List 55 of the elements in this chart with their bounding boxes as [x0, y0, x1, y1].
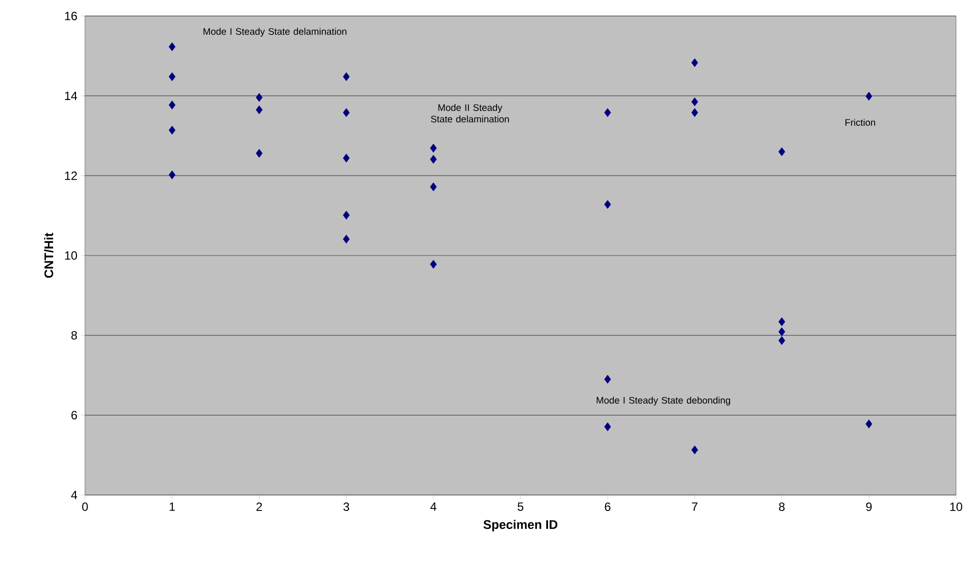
point [256, 93, 263, 102]
x-tick-label: 4 [430, 502, 436, 511]
point [342, 108, 350, 117]
x-tick-label: 1 [170, 502, 175, 511]
point [256, 105, 263, 114]
x-tick-label: 9 [866, 502, 872, 511]
point [866, 92, 872, 101]
x-axis-title: Specimen ID [483, 520, 558, 532]
point [604, 200, 611, 209]
point [866, 420, 872, 428]
y-axis-title: CNT/Hit [44, 232, 54, 278]
point [342, 154, 350, 162]
y-tick-label: 8 [71, 331, 77, 340]
x-tick-label: 5 [518, 502, 524, 511]
point [604, 374, 611, 384]
annotation: Friction [845, 118, 876, 126]
x-tick-label: 8 [779, 502, 785, 511]
x-tick-label: 0 [82, 502, 88, 511]
point [256, 148, 263, 158]
point [168, 170, 176, 180]
point [430, 182, 437, 192]
y-tick-label: 4 [71, 490, 78, 500]
point [168, 42, 176, 52]
point [691, 445, 698, 454]
x-tick-label: 2 [256, 502, 262, 511]
point [430, 144, 437, 153]
point [604, 422, 611, 432]
point [778, 317, 786, 326]
point [168, 72, 176, 82]
point [168, 126, 176, 135]
x-tick-label: 6 [604, 502, 610, 511]
point [604, 108, 611, 117]
point [342, 210, 350, 220]
y-tick-label: 10 [65, 251, 78, 260]
point [691, 108, 698, 117]
point [778, 327, 786, 336]
annotation: Mode I Steady State delamination [204, 28, 346, 37]
x-tick-label: 7 [692, 502, 698, 511]
y-tick-label: 16 [65, 12, 77, 20]
point [778, 336, 786, 345]
x-tick-label: 10 [950, 502, 962, 511]
point [430, 154, 437, 164]
y-tick-label: 14 [65, 92, 78, 100]
point [778, 147, 786, 156]
x-tick-label: 3 [343, 502, 350, 511]
point [691, 58, 698, 68]
point [342, 72, 350, 82]
point [430, 260, 437, 269]
y-tick-label: 12 [65, 171, 77, 180]
point [342, 234, 350, 244]
point [168, 100, 176, 110]
annotation: Mode II Steady State delamination [430, 104, 509, 122]
point [691, 97, 698, 106]
y-tick-label: 6 [71, 410, 77, 420]
annotation: Mode I Steady State debonding [596, 396, 730, 406]
